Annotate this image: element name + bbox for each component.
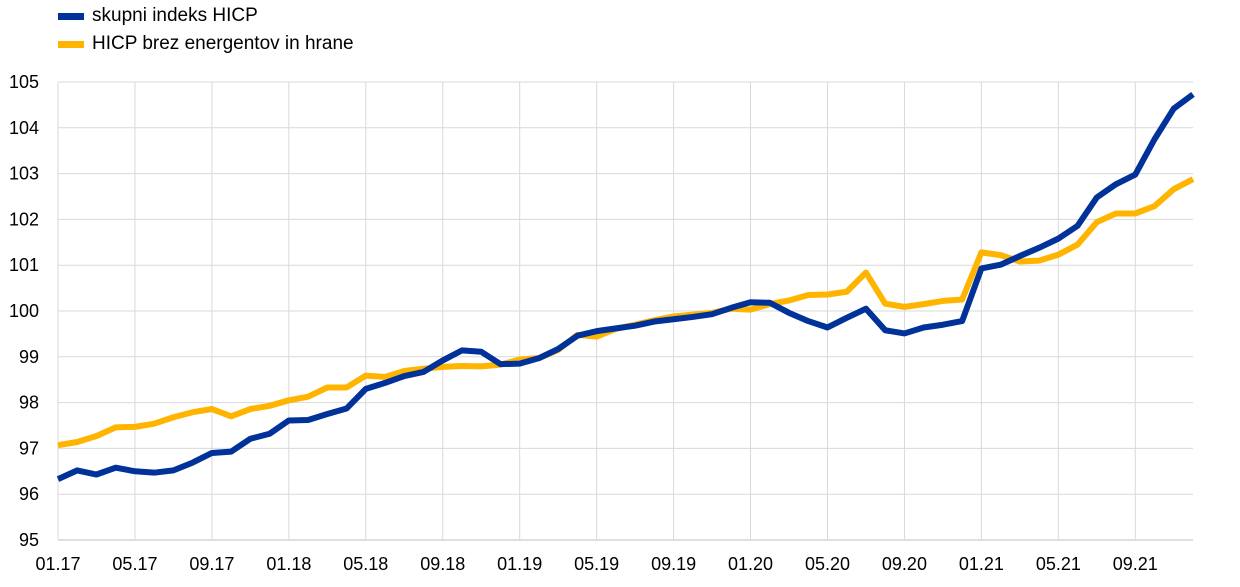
y-tick-label: 99 [19, 347, 39, 367]
x-tick-label: 01.21 [959, 554, 1004, 574]
legend-swatch-core-hicp [58, 40, 84, 48]
legend-item-hicp: skupni indeks HICP [58, 2, 354, 30]
y-tick-label: 105 [9, 72, 39, 92]
y-tick-label: 98 [19, 393, 39, 413]
x-tick-label: 05.18 [343, 554, 388, 574]
x-tick-label: 01.17 [35, 554, 80, 574]
y-tick-label: 95 [19, 530, 39, 550]
x-tick-label: 09.18 [420, 554, 465, 574]
x-tick-label: 01.18 [266, 554, 311, 574]
x-tick-label: 09.19 [651, 554, 696, 574]
y-tick-label: 100 [9, 301, 39, 321]
y-tick-label: 97 [19, 438, 39, 458]
chart-legend: skupni indeks HICP HICP brez energentov … [58, 2, 354, 58]
y-tick-label: 101 [9, 255, 39, 275]
x-tick-label: 05.17 [112, 554, 157, 574]
x-tick-label: 09.17 [189, 554, 234, 574]
y-tick-labels: 95 96 97 98 99 100 101 102 103 104 105 [9, 72, 39, 550]
series-lines [56, 91, 1195, 482]
legend-label-core-hicp: HICP brez energentov in hrane [92, 33, 354, 54]
legend-item-core-hicp: HICP brez energentov in hrane [58, 30, 354, 58]
y-tick-label: 104 [9, 118, 39, 138]
y-tick-label: 96 [19, 484, 39, 504]
x-tick-label: 09.20 [882, 554, 927, 574]
gridlines [58, 81, 1193, 541]
x-tick-labels: 01.17 05.17 09.17 01.18 05.18 09.18 01.19 05.19… [35, 554, 1157, 574]
legend-label-hicp: skupni indeks HICP [92, 5, 258, 26]
legend-swatch-hicp [58, 12, 84, 20]
y-tick-label: 103 [9, 164, 39, 184]
x-tick-label: 09.21 [1113, 554, 1158, 574]
x-tick-label: 05.19 [574, 554, 619, 574]
y-tick-label: 102 [9, 209, 39, 229]
x-tick-label: 05.20 [805, 554, 850, 574]
x-tick-label: 01.19 [497, 554, 542, 574]
series-line-hicp [56, 91, 1195, 482]
x-tick-label: 05.21 [1036, 554, 1081, 574]
x-tick-label: 01.20 [728, 554, 773, 574]
